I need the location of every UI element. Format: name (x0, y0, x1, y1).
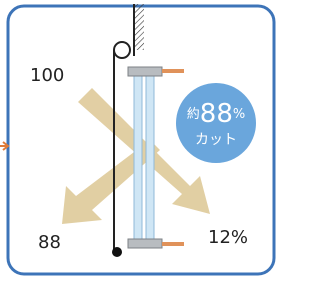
rope-weight (112, 247, 122, 257)
transmitted-label: 12% (208, 227, 248, 248)
bottom-rail (128, 239, 162, 248)
top-rail (128, 67, 162, 76)
glass-pane (146, 74, 154, 242)
bracket (134, 4, 144, 50)
diagram: 約88% カット 100 88 12% (0, 0, 280, 280)
incoming-label: 100 (30, 65, 64, 86)
badge-caption: カット (195, 132, 237, 148)
peg (162, 242, 184, 246)
badge-prefix: 約 (187, 107, 200, 122)
glass-pane (134, 74, 142, 242)
reflected-label: 88 (38, 232, 61, 253)
pulley (114, 42, 130, 58)
badge-number: 88 (200, 99, 233, 129)
badge-suffix: % (233, 107, 245, 122)
peg (162, 69, 184, 73)
